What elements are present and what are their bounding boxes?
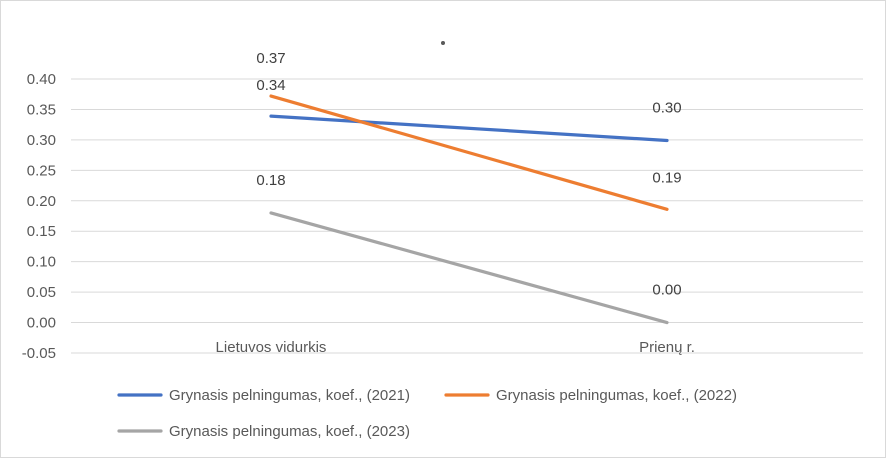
series-lines bbox=[269, 94, 669, 325]
y-tick-label: -0.05 bbox=[22, 345, 56, 362]
data-labels: 0.34 0.30 0.37 0.19 0.18 0.00 bbox=[256, 50, 681, 299]
y-tick-label: 0.30 bbox=[27, 132, 56, 149]
y-tick-label: 0.20 bbox=[27, 193, 56, 210]
y-tick-label: 0.35 bbox=[27, 101, 56, 118]
gridlines bbox=[71, 78, 863, 354]
series-line-2 bbox=[269, 94, 669, 211]
data-label: 0.34 bbox=[256, 77, 285, 94]
data-label: 0.18 bbox=[256, 172, 285, 189]
legend-entry-label: Grynasis pelningumas, koef., (2021) bbox=[169, 387, 410, 404]
legend-entry-label: Grynasis pelningumas, koef., (2023) bbox=[169, 423, 410, 440]
legend: Grynasis pelningumas, koef., (2021) Gryna… bbox=[117, 387, 737, 440]
x-axis-category-labels: Lietuvos vidurkis Prienų r. bbox=[216, 339, 695, 356]
y-tick-label: 0.25 bbox=[27, 162, 56, 179]
series-line-1 bbox=[269, 114, 669, 143]
series-line-3 bbox=[269, 211, 669, 325]
legend-entry-label: Grynasis pelningumas, koef., (2022) bbox=[496, 387, 737, 404]
y-axis-tick-labels: 0.40 0.35 0.30 0.25 0.20 0.15 0.10 0.05 0.00 -0.0… bbox=[22, 71, 56, 362]
data-label: 0.00 bbox=[652, 282, 681, 299]
x-category-label: Prienų r. bbox=[639, 339, 695, 356]
data-label: 0.30 bbox=[652, 99, 681, 116]
title-marker-dot bbox=[441, 41, 445, 45]
y-tick-label: 0.00 bbox=[27, 315, 56, 332]
y-tick-label: 0.05 bbox=[27, 284, 56, 301]
data-label: 0.19 bbox=[652, 169, 681, 186]
x-category-label: Lietuvos vidurkis bbox=[216, 339, 327, 356]
data-label: 0.37 bbox=[256, 50, 285, 67]
y-tick-label: 0.10 bbox=[27, 254, 56, 271]
y-tick-label: 0.40 bbox=[27, 71, 56, 88]
y-tick-label: 0.15 bbox=[27, 223, 56, 240]
